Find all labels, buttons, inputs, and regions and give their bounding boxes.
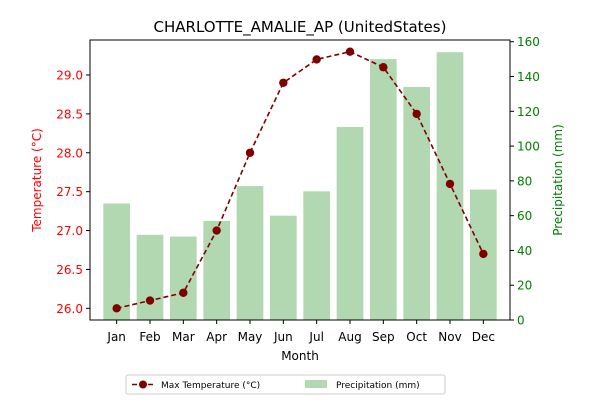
precip-bar-apr bbox=[203, 220, 230, 320]
y-right-tick-label: 20 bbox=[517, 279, 532, 293]
y-right-tick-label: 0 bbox=[517, 314, 525, 328]
temp-point-apr bbox=[212, 226, 221, 235]
x-tick-label: Jun bbox=[273, 330, 293, 344]
legend-label-precipitation: Precipitation (mm) bbox=[336, 381, 420, 391]
temp-point-nov bbox=[445, 179, 455, 189]
y-left-tick-label: 28.5 bbox=[56, 107, 83, 121]
x-tick-label: Apr bbox=[206, 330, 227, 344]
temp-point-dec bbox=[479, 249, 488, 259]
temp-point-jul bbox=[312, 55, 321, 64]
x-axis-label: Month bbox=[281, 349, 319, 363]
temp-point-mar bbox=[179, 288, 188, 297]
y-left-tick-label: 26.5 bbox=[56, 263, 83, 277]
legend-line-marker-icon bbox=[132, 380, 154, 389]
precip-bar-mar bbox=[170, 236, 197, 320]
temp-point-aug bbox=[345, 47, 355, 56]
temperature-series-line bbox=[116, 50, 485, 310]
x-tick-label: Nov bbox=[438, 330, 461, 344]
precip-bar-oct bbox=[403, 86, 430, 321]
y-left-tick-label: 26.0 bbox=[56, 302, 83, 316]
temp-point-oct bbox=[412, 109, 421, 119]
x-tick-label: Sep bbox=[372, 330, 395, 344]
precip-bar-sep bbox=[370, 59, 397, 321]
temp-point-jan bbox=[112, 304, 121, 313]
y-right-tick-label: 140 bbox=[517, 70, 540, 84]
precip-bar-jan bbox=[103, 203, 130, 320]
legend-label-temperature: Max Temperature (°C) bbox=[161, 381, 260, 391]
x-tick-label: Dec bbox=[472, 330, 495, 344]
y-right-tick-label: 100 bbox=[517, 140, 540, 154]
chart-title: CHARLOTTE_AMALIE_AP (UnitedStates) bbox=[154, 18, 447, 37]
axes: 26.0 26.5 27.0 27.5 28.0 28.5 29.0 0 20 40 60 80 100… bbox=[56, 35, 540, 344]
x-tick-label: Jan bbox=[106, 330, 126, 344]
legend: Max Temperature (°C) Precipitation (mm) bbox=[125, 374, 446, 395]
temp-point-may bbox=[245, 148, 255, 157]
precip-bar-may bbox=[236, 186, 264, 320]
y-right-tick-label: 160 bbox=[517, 35, 540, 49]
y-right-tick-label: 60 bbox=[517, 209, 532, 223]
temperature-line bbox=[112, 47, 488, 313]
precip-bar-aug bbox=[336, 126, 364, 321]
y-left-axis-label: Temperature (°C) bbox=[30, 128, 44, 233]
temp-point-sep bbox=[379, 63, 388, 72]
x-tick-label: Feb bbox=[139, 330, 160, 344]
temp-point-jun bbox=[279, 78, 288, 87]
y-right-axis-label: Precipitation (mm) bbox=[551, 124, 565, 236]
precip-bar-feb bbox=[136, 234, 164, 320]
x-tick-label: Oct bbox=[406, 330, 427, 344]
y-left-tick-label: 27.5 bbox=[56, 185, 83, 199]
precip-bar-jul bbox=[303, 191, 330, 320]
plot-frame bbox=[89, 39, 511, 321]
y-right-tick-label: 120 bbox=[517, 105, 540, 119]
x-tick-label: May bbox=[238, 330, 263, 344]
x-tick-label: Jul bbox=[308, 330, 323, 344]
precip-bar-jun bbox=[270, 215, 297, 320]
y-left-tick-label: 29.0 bbox=[56, 69, 83, 83]
y-right-tick-label: 80 bbox=[517, 174, 532, 188]
y-left-tick-label: 28.0 bbox=[56, 146, 83, 160]
temp-point-feb bbox=[145, 296, 155, 305]
y-left-tick-label: 27.0 bbox=[56, 224, 83, 238]
precipitation-bars bbox=[103, 52, 497, 321]
x-tick-label: Mar bbox=[172, 330, 195, 344]
legend-bar-swatch-icon bbox=[305, 380, 327, 388]
y-right-tick-label: 40 bbox=[517, 244, 532, 258]
x-tick-label: Aug bbox=[338, 330, 361, 344]
legend-frame bbox=[125, 374, 446, 395]
